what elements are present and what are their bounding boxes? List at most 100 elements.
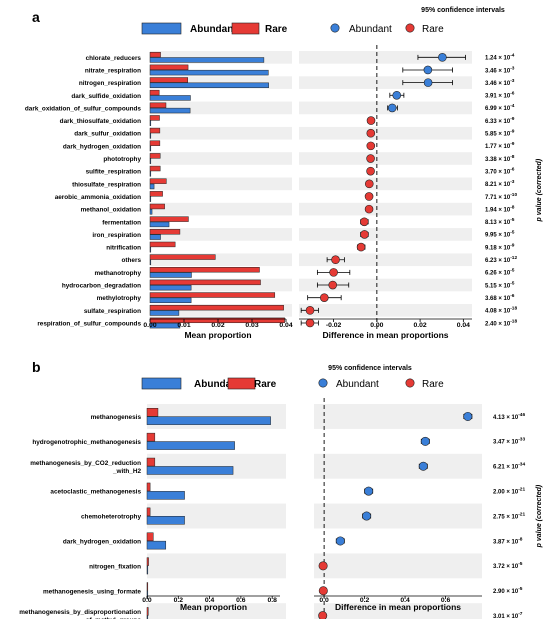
legend-point-label-rare: Rare (422, 24, 444, 35)
p-value: 5.85 × 10-9 (485, 129, 515, 138)
diff-point (366, 141, 376, 151)
bar-abundant (149, 259, 152, 266)
bar-rare (149, 292, 276, 298)
diff-point (423, 65, 433, 75)
p-value: 6.23 × 10-12 (485, 255, 517, 264)
diff-point (335, 536, 345, 546)
row-band-right (314, 453, 482, 479)
diff-point (366, 128, 376, 138)
legend-label-rare: Rare (254, 379, 277, 390)
category-label: sulfate_respiration (84, 308, 141, 315)
bar-abundant (146, 491, 185, 500)
diff-point (392, 90, 402, 100)
row-band-right (314, 553, 482, 579)
category-label: acetoclastic_methanogenesis (50, 489, 141, 496)
bar-rare (146, 408, 159, 417)
left-axis-label: Mean proportion (184, 330, 251, 340)
left-tick-label: 0.02 (211, 322, 224, 329)
bar-rare (149, 267, 260, 273)
left-axis-label: Mean proportion (180, 602, 247, 612)
diff-point (366, 154, 375, 163)
category-label: dark_oxidation_of_sulfur_compounds (25, 105, 142, 112)
category-label: nitrogen_fixation (89, 563, 141, 570)
p-value: 2.90 × 10-5 (493, 586, 523, 595)
row-band-right (299, 202, 472, 216)
bar-rare (149, 229, 181, 235)
diff-point (305, 318, 315, 328)
bar-rare (149, 178, 167, 184)
legend-point-label-rare: Rare (422, 379, 444, 390)
legend-swatch-rare (231, 22, 260, 35)
bar-abundant (149, 183, 155, 190)
panel-label: b (32, 359, 41, 375)
bar-abundant (149, 322, 181, 329)
row-band-left (150, 228, 292, 241)
diff-point (331, 255, 340, 265)
row-band-right (299, 51, 472, 64)
p-value: 8.21 × 10-3 (485, 179, 515, 188)
p-value: 2.00 × 10-21 (493, 486, 525, 495)
category-label: nitrification (106, 245, 141, 252)
p-value: 1.94 × 10-8 (485, 204, 515, 213)
bar-abundant (149, 272, 192, 278)
row-band-left (147, 553, 286, 579)
bar-rare (149, 115, 160, 121)
p-value: 2.75 × 10-21 (493, 511, 525, 520)
left-tick-label: 0.0 (142, 597, 152, 604)
category-label: fermentation (102, 219, 141, 226)
category-label: dark_thiosulfate_oxidation (60, 118, 141, 125)
bar-rare (149, 102, 167, 108)
p-value: 3.87 × 10-8 (493, 536, 523, 545)
bar-abundant (146, 615, 149, 619)
bar-abundant (146, 540, 167, 550)
bar-abundant (149, 310, 180, 316)
row-band-right (299, 228, 472, 241)
row-band-left (150, 126, 292, 140)
p-value: 7.71 × 10-10 (485, 192, 517, 201)
diff-point (418, 461, 428, 471)
p-value: 2.40 × 10-18 (485, 318, 517, 327)
bar-abundant (149, 297, 192, 304)
category-label: dark_hydrogen_oxidation (63, 538, 141, 545)
p-value: 4.08 × 10-18 (485, 306, 517, 315)
category-label: aerobic_ammonia_oxidation (55, 194, 141, 201)
category-label: phototrophy (103, 156, 141, 163)
diff-point (366, 116, 376, 125)
p-value: 3.72 × 10-5 (493, 561, 523, 570)
p-value: 8.13 × 10-5 (485, 217, 515, 226)
category-label: methanogenesis_by_CO2_reduction _with_H2 (30, 460, 141, 475)
diff-point (329, 268, 338, 277)
category-label: dark_hydrogen_oxidation (63, 143, 141, 150)
category-label: thiosulfate_respiration (72, 181, 141, 188)
bar-abundant (149, 95, 191, 101)
bar-rare (149, 127, 161, 134)
bar-rare (149, 254, 216, 260)
category-label: dark_sulfide_oxidation (71, 93, 141, 100)
bar-abundant (149, 284, 192, 291)
bar-abundant (146, 441, 235, 450)
diff-point (362, 511, 372, 521)
p-value: 9.95 × 10-5 (485, 230, 515, 239)
p-value: 6.26 × 10-5 (485, 268, 515, 277)
panel-b: b 95% confidence intervals Abundant Rare Abu… (19, 359, 543, 619)
row-band-right (299, 253, 472, 267)
diff-point (364, 192, 374, 201)
p-value: 4.13 × 10-46 (493, 412, 525, 421)
p-value-axis-label: p value (corrected) (536, 158, 543, 222)
right-tick-label: 0.02 (413, 322, 426, 329)
category-label: hydrocarbon_degradation (62, 283, 141, 290)
bar-rare (146, 582, 149, 591)
row-band-left (150, 152, 292, 165)
p-value: 3.91 × 10-6 (485, 91, 515, 100)
row-band-right (314, 503, 482, 529)
row-band-left (150, 202, 292, 216)
left-tick-label: 0.6 (236, 597, 246, 604)
diff-point (438, 53, 447, 62)
category-label: iron_respiration (92, 232, 141, 239)
bar-rare (149, 51, 161, 58)
bar-abundant (149, 82, 269, 88)
right-tick-label: 0.4 (400, 597, 410, 604)
bar-abundant (149, 196, 152, 202)
right-tick-label: 0.04 (457, 322, 470, 329)
